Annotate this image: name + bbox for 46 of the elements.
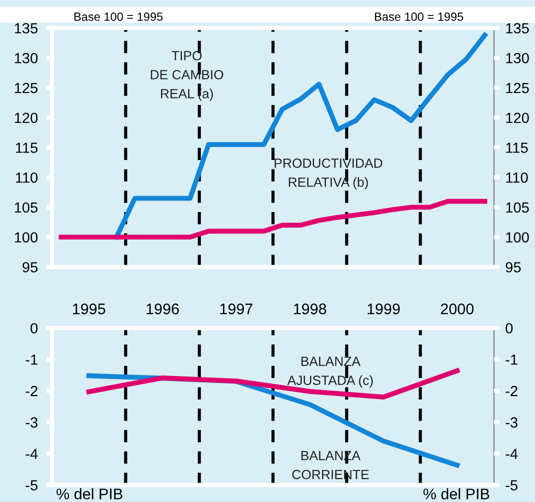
y-tick-label: 120 bbox=[14, 112, 38, 124]
y-tick-label: 125 bbox=[14, 82, 38, 94]
y2-tick-label: -5 bbox=[506, 480, 518, 490]
text: % del PIB bbox=[423, 488, 490, 500]
line-series bbox=[86, 368, 460, 400]
y2-tick-label: -4 bbox=[506, 448, 518, 459]
y2-tick-label: 0 bbox=[506, 323, 513, 334]
x-tick-label: 1996 bbox=[146, 304, 179, 314]
x-tick-label: 1997 bbox=[220, 304, 252, 314]
annotation: TIPO DE CAMBIO REAL (a) bbox=[150, 51, 224, 101]
text: % del PIB bbox=[56, 488, 122, 500]
y-tick-label: 130 bbox=[14, 52, 38, 64]
y-tick-label: 110 bbox=[16, 172, 38, 183]
y2-tick-label: 105 bbox=[506, 202, 529, 213]
x-tick-label: 2000 bbox=[440, 304, 474, 314]
y2-tick-label: 110 bbox=[506, 172, 528, 183]
y2-tick-label: 120 bbox=[506, 112, 529, 124]
y2-tick-label: 115 bbox=[506, 142, 528, 153]
y-tick-label: 135 bbox=[14, 23, 38, 34]
y2-tick-label: 130 bbox=[506, 52, 529, 64]
y-tick-label: -5 bbox=[26, 480, 38, 490]
y2-tick-label: 135 bbox=[506, 23, 529, 34]
text: Base 100 = 1995 bbox=[375, 12, 464, 21]
y2-tick-label: 95 bbox=[506, 262, 521, 272]
y-tick-label: 95 bbox=[22, 262, 38, 272]
y-tick-label: -4 bbox=[26, 448, 38, 459]
y-tick-label: -1 bbox=[26, 354, 38, 365]
y2-tick-label: 100 bbox=[506, 232, 529, 243]
line-series bbox=[114, 32, 488, 240]
x-tick-label: 1995 bbox=[73, 304, 106, 314]
x-tick-label: 1998 bbox=[294, 304, 326, 314]
x-tick-label: 1999 bbox=[368, 304, 400, 314]
y2-tick-label: -2 bbox=[506, 386, 518, 396]
text: Base 100 = 1995 bbox=[74, 12, 163, 21]
y2-tick-label: -3 bbox=[506, 417, 518, 428]
y2-tick-label: -1 bbox=[506, 354, 518, 365]
y-tick-label: 105 bbox=[14, 202, 38, 213]
y-tick-label: -3 bbox=[26, 417, 38, 428]
y2-tick-label: 125 bbox=[506, 82, 529, 94]
y-tick-label: 100 bbox=[14, 232, 38, 243]
line-series bbox=[58, 198, 488, 240]
annotation: BALANZA AJUSTADA (c) bbox=[287, 356, 373, 388]
y-tick-label: 0 bbox=[30, 323, 38, 334]
y-tick-label: 115 bbox=[16, 142, 38, 153]
annotation: PRODUCTIVIDAD RELATIVA (b) bbox=[274, 158, 382, 190]
y-tick-label: -2 bbox=[26, 386, 38, 396]
